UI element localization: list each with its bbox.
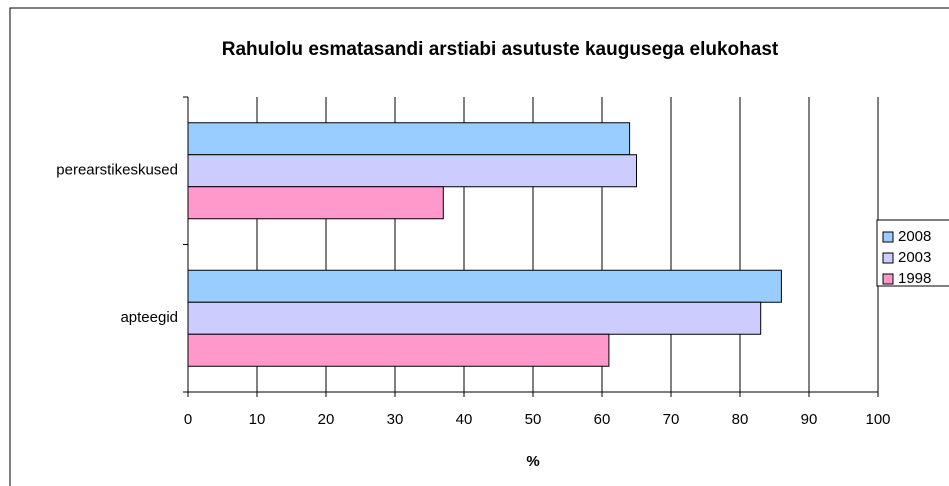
x-tick-label: 40 [456,411,473,428]
bar [187,333,610,367]
y-tick-label: perearstikeskused [56,162,178,179]
bar [187,122,631,156]
chart-title: Rahulolu esmatasandi arstiabi asutuste k… [222,39,779,60]
x-tick-label: 60 [594,411,611,428]
bar [187,269,782,303]
x-tick-label: 50 [525,411,542,428]
bar [187,186,444,220]
x-tick-label: 0 [184,411,192,428]
x-tick-label: 80 [732,411,749,428]
bar [187,301,762,335]
x-tick-label: 10 [249,411,266,428]
x-tick-label: 70 [663,411,680,428]
x-axis-title: % [526,453,539,470]
legend-swatch [882,252,894,264]
x-tick-label: 90 [801,411,818,428]
bar [187,154,637,188]
chart-border [9,7,949,486]
x-tick-label: 30 [387,411,404,428]
legend-label: 2008 [898,228,931,245]
legend-label: 1998 [898,270,931,287]
y-tick-label: apteegid [120,309,178,326]
legend-swatch [882,273,894,285]
x-tick-label: 20 [318,411,335,428]
x-tick-label: 100 [865,411,890,428]
legend-label: 2003 [898,249,931,266]
legend-swatch [882,231,894,243]
